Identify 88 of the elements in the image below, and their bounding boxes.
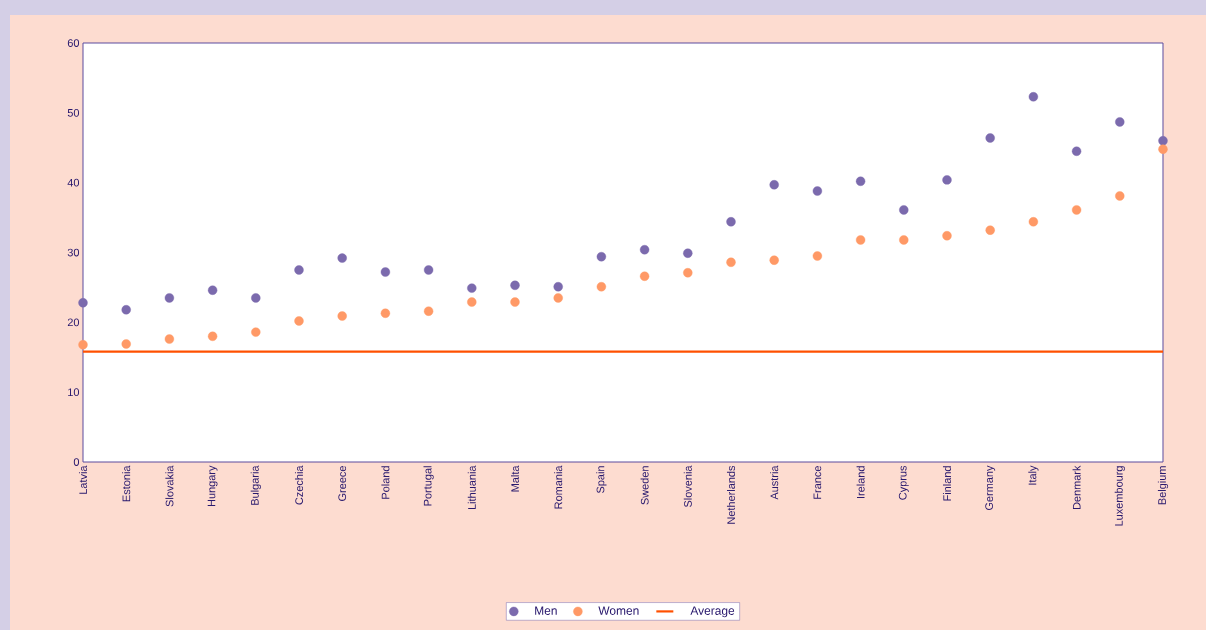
point: [855, 235, 866, 245]
x-tick-label: Belgium: [1157, 466, 1169, 505]
legend-label: Women: [598, 606, 639, 615]
point: [1028, 217, 1039, 227]
x-tick-label: Latvia: [78, 465, 88, 494]
point: [423, 265, 434, 275]
x-tick-label: France: [813, 466, 822, 499]
point: [726, 217, 736, 227]
point: [207, 285, 218, 295]
point: [510, 280, 520, 290]
point: [769, 255, 779, 265]
legend-label: Average: [690, 606, 735, 618]
x-tick-label: Cyprus: [898, 465, 909, 500]
point: [553, 293, 563, 303]
point: [78, 298, 88, 308]
point: [812, 251, 823, 261]
point: [596, 252, 607, 262]
x-tick-label: Estonia: [122, 465, 131, 502]
x-tick-label: Spain: [596, 466, 607, 494]
y-tick-label: 50: [67, 108, 80, 117]
point: [380, 267, 391, 277]
point: [78, 340, 88, 350]
point: [251, 327, 261, 337]
x-tick-label: Netherlands: [726, 465, 736, 524]
point: [942, 175, 952, 185]
point: [1028, 92, 1039, 102]
point: [294, 316, 304, 326]
point: [337, 311, 347, 321]
point: [985, 133, 995, 143]
x-tick-label: Germany: [985, 465, 996, 511]
x-tick-label: Greece: [338, 466, 347, 501]
y-tick-label: 0: [73, 458, 80, 466]
x-tick-label: Lithuania: [467, 465, 476, 510]
x-tick-label: Malta: [510, 465, 520, 492]
x-tick-label: Denmark: [1072, 465, 1081, 510]
point: [510, 297, 520, 307]
x-tick-label: Ireland: [856, 466, 865, 499]
point: [942, 231, 952, 241]
point: [337, 253, 347, 263]
x-tick-label: Luxembourg: [1114, 466, 1125, 526]
point: [121, 339, 131, 349]
point: [1115, 191, 1125, 201]
x-tick-label: Sweden: [640, 466, 649, 505]
point: [1071, 146, 1082, 156]
x-tick-label: Portugal: [423, 466, 434, 506]
point: [769, 180, 779, 190]
point: [164, 293, 175, 303]
y-tick-label: 30: [67, 248, 80, 257]
x-tick-label: Czechia: [294, 465, 304, 505]
point: [639, 245, 650, 255]
x-tick-label: Italy: [1028, 465, 1039, 485]
point: [596, 282, 607, 292]
point: [1158, 144, 1168, 154]
point: [855, 176, 866, 186]
point: [423, 306, 434, 316]
point: [639, 271, 650, 281]
point: [251, 293, 261, 303]
point: [121, 305, 131, 315]
y-tick-label: 60: [67, 39, 80, 47]
x-tick-label: Slovakia: [165, 465, 174, 507]
x-tick-label: Hungary: [207, 465, 218, 507]
point: [294, 265, 304, 275]
y-tick-label: 20: [67, 318, 80, 327]
point: [726, 257, 736, 267]
point: [380, 308, 391, 318]
point: [164, 334, 175, 344]
x-tick-label: Poland: [381, 466, 390, 499]
x-tick-label: Slovenia: [683, 465, 692, 508]
point: [899, 235, 909, 245]
point: [1071, 205, 1082, 215]
point: [985, 225, 995, 235]
x-tick-label: Romania: [554, 465, 563, 509]
point: [812, 186, 823, 196]
point: [1115, 117, 1125, 127]
point: [899, 205, 909, 215]
point: [1158, 136, 1168, 146]
legend-label: Men: [535, 606, 557, 615]
y-tick-label: 40: [67, 178, 80, 187]
point: [467, 297, 477, 307]
y-tick-label: 10: [68, 388, 80, 397]
x-tick-label: Bulgaria: [250, 465, 261, 505]
point: [207, 331, 218, 341]
point: [683, 248, 693, 258]
x-tick-label: Finland: [942, 466, 952, 501]
x-tick-label: Austria: [770, 465, 779, 500]
point: [553, 282, 563, 292]
point: [683, 268, 693, 278]
point: [467, 283, 477, 293]
